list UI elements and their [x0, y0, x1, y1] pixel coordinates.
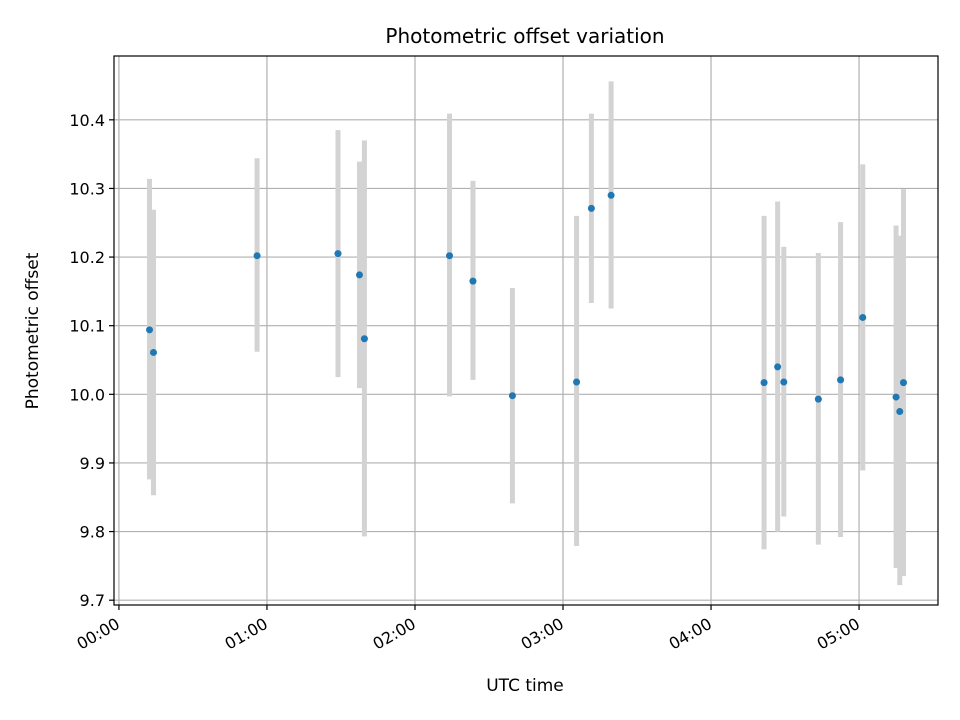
data-point	[149, 348, 157, 356]
data-point	[899, 379, 907, 387]
plot-background	[114, 56, 938, 605]
data-point	[780, 378, 788, 386]
y-tick-label: 9.7	[80, 591, 105, 610]
data-point	[859, 313, 867, 321]
y-tick-label: 9.9	[80, 454, 105, 473]
data-point	[760, 379, 768, 387]
chart-title: Photometric offset variation	[385, 24, 664, 48]
plot-area	[113, 55, 939, 606]
data-point	[508, 392, 516, 400]
y-tick-label: 10.4	[69, 111, 105, 130]
plot-frame	[113, 55, 939, 606]
data-point	[587, 204, 595, 212]
data-point	[892, 393, 900, 401]
data-point	[334, 250, 342, 258]
y-axis-title: Photometric offset	[23, 252, 43, 409]
data-point	[896, 407, 904, 415]
data-point	[469, 277, 477, 285]
y-tick-label: 10.1	[69, 317, 105, 336]
y-tick-label: 10.3	[69, 179, 105, 198]
data-point	[573, 378, 581, 386]
data-point	[355, 271, 363, 279]
y-axis-ticks: 9.7 9.8 9.9 10.0 10.1 10.2 10.3 10.4	[69, 111, 114, 610]
y-tick-label: 9.8	[80, 523, 105, 542]
y-tick-label: 10.2	[69, 248, 105, 267]
data-point	[837, 376, 845, 384]
data-point	[774, 363, 782, 371]
grid-lines	[114, 56, 938, 605]
data-point	[146, 326, 154, 334]
y-tick-label: 10.0	[69, 385, 105, 404]
data-point	[360, 335, 368, 343]
x-axis-title: UTC time	[486, 676, 564, 696]
data-point	[814, 395, 822, 403]
data-point	[253, 252, 261, 260]
data-points	[146, 191, 907, 415]
data-point	[607, 191, 615, 199]
data-point	[446, 252, 454, 260]
